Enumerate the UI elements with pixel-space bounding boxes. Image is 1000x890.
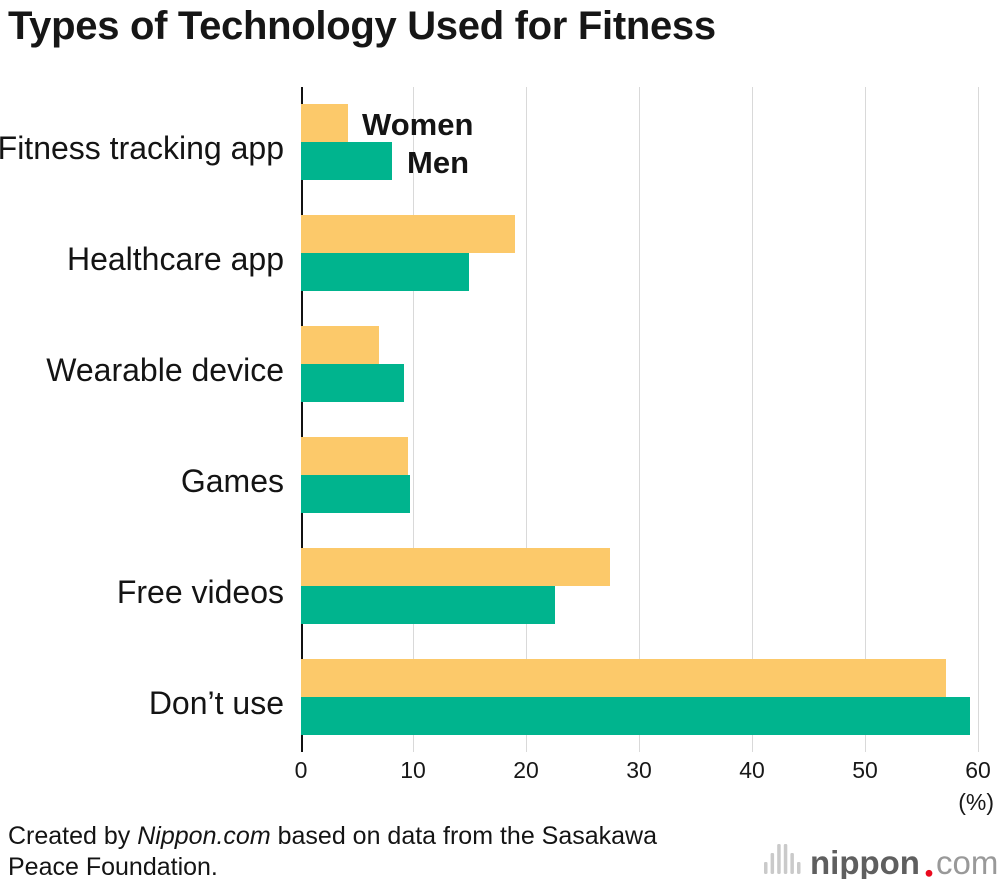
svg-text:nippon: nippon	[810, 844, 920, 879]
svg-text:com: com	[936, 844, 998, 879]
